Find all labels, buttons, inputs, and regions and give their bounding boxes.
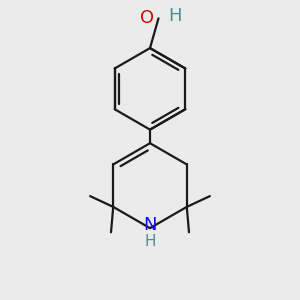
Text: H: H xyxy=(169,7,182,25)
Text: N: N xyxy=(143,216,157,234)
Text: O: O xyxy=(140,8,154,26)
Text: H: H xyxy=(144,234,156,249)
